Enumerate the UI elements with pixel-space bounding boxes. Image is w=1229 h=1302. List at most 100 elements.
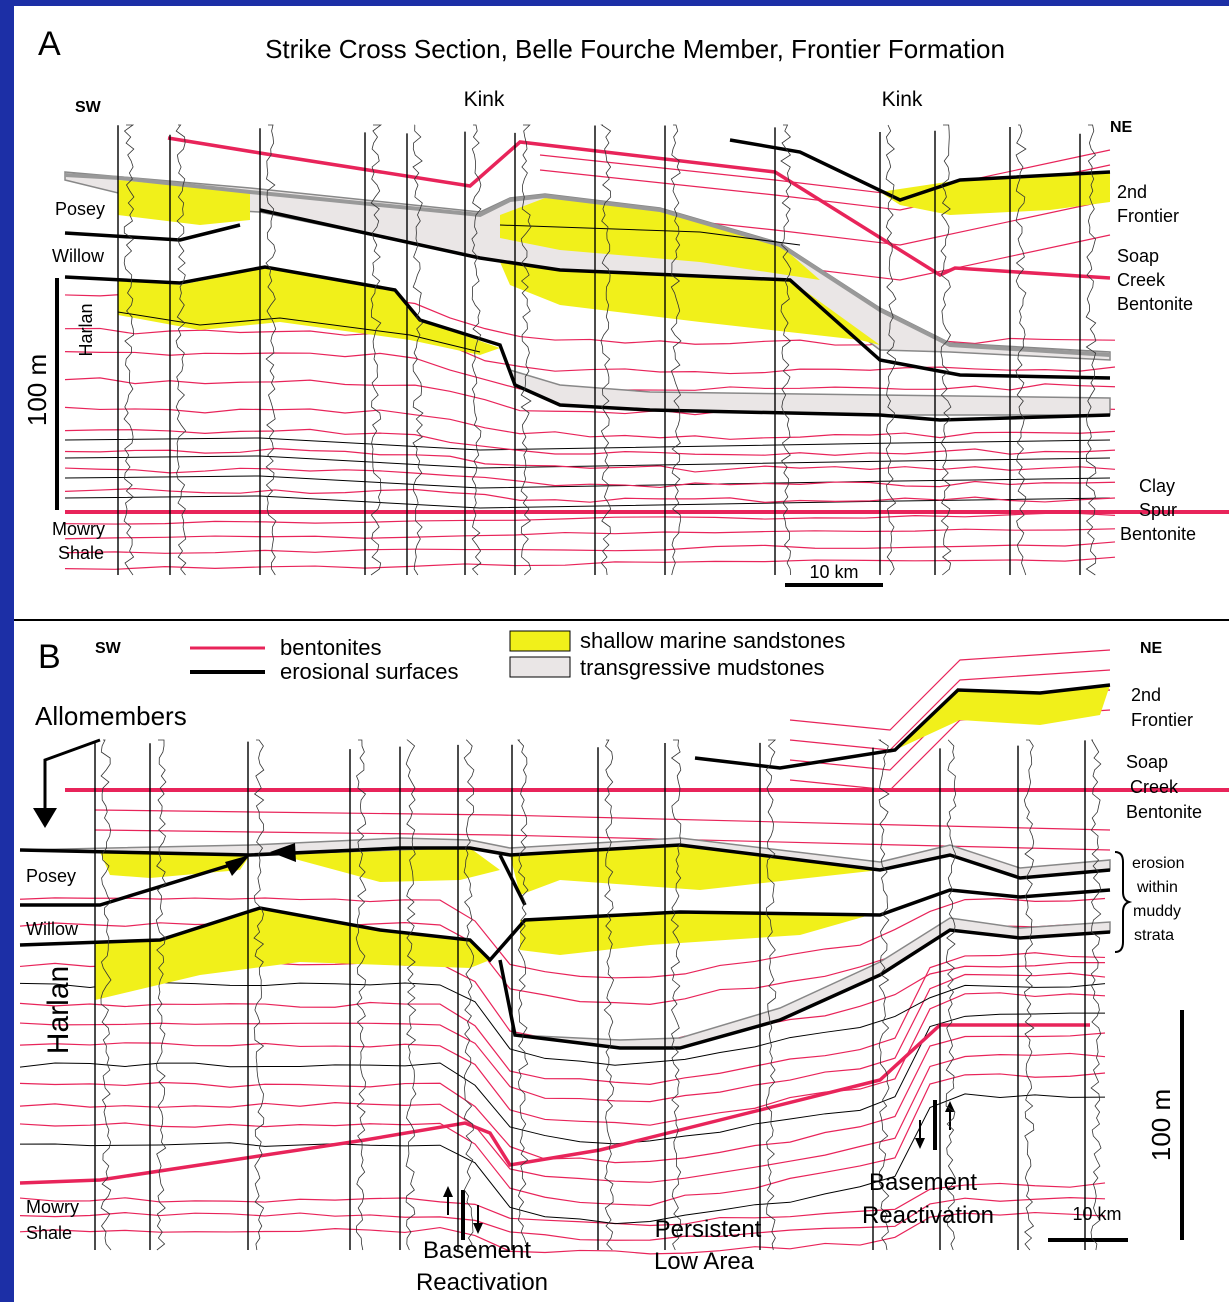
bentonite-thin bbox=[19, 1052, 1106, 1183]
panel-letter: A bbox=[38, 25, 61, 63]
sandstone bbox=[880, 172, 1110, 215]
surface bbox=[64, 475, 1111, 489]
well-log bbox=[603, 739, 615, 1251]
sandstone bbox=[280, 848, 500, 882]
unit-label: Posey bbox=[26, 866, 76, 886]
label-line: within bbox=[1136, 879, 1178, 896]
label-line: Reactivation bbox=[862, 1202, 994, 1229]
right-label: Soap Creek Bentonite bbox=[1126, 752, 1202, 822]
sandstone bbox=[118, 268, 500, 355]
label-line: Soap bbox=[1126, 752, 1168, 772]
arrow bbox=[43, 738, 101, 812]
legend-swatch bbox=[509, 656, 571, 678]
bentonite-thin bbox=[64, 541, 1116, 554]
well-log bbox=[175, 124, 187, 576]
gray-surface bbox=[64, 173, 1111, 357]
bentonite-thin bbox=[64, 487, 1116, 503]
well-log bbox=[100, 739, 112, 1251]
scale-label: 100 m bbox=[22, 354, 52, 426]
erosional-surface bbox=[19, 843, 1111, 880]
arrow-head bbox=[443, 1186, 453, 1197]
label-line: Shale bbox=[26, 1223, 72, 1243]
bentonite-thin bbox=[19, 1032, 1106, 1164]
erosional-surface bbox=[64, 223, 241, 242]
erosional-surface bbox=[19, 888, 1111, 963]
bentonite-thin bbox=[64, 556, 1116, 570]
bentonite-thin bbox=[19, 897, 1106, 979]
label-line: Frontier bbox=[1117, 206, 1179, 226]
surface bbox=[19, 1093, 1106, 1225]
sandstone bbox=[500, 198, 820, 280]
legend-label: transgressive mudstones bbox=[580, 655, 825, 680]
well-log bbox=[155, 739, 167, 1251]
label-line: Creek bbox=[1130, 777, 1179, 797]
arrow-head bbox=[270, 843, 296, 862]
annotation: Basement Reactivation bbox=[862, 1169, 994, 1229]
panel-letter: B bbox=[38, 638, 61, 676]
bentonite-thin bbox=[789, 669, 1111, 751]
surface bbox=[64, 455, 1111, 469]
well-log bbox=[520, 124, 532, 576]
bentonite-thin bbox=[19, 1196, 1106, 1241]
well-log bbox=[878, 739, 890, 1251]
surface bbox=[117, 311, 481, 353]
right-label: Clay Spur Bentonite bbox=[1120, 476, 1196, 544]
well-log bbox=[265, 124, 277, 576]
direction-label: SW bbox=[75, 99, 102, 116]
bentonite-thin bbox=[64, 447, 1116, 473]
arrow-head bbox=[945, 1101, 955, 1112]
arrow-head bbox=[473, 1223, 483, 1234]
bentonite-thin bbox=[19, 972, 1106, 1103]
sandstone bbox=[520, 912, 870, 955]
well-log bbox=[517, 739, 529, 1250]
annotation: Basement Reactivation bbox=[416, 1237, 548, 1296]
erosional-surface bbox=[259, 208, 1111, 380]
legend-label: bentonites bbox=[280, 635, 382, 660]
well-log bbox=[370, 124, 382, 576]
well-log bbox=[1023, 739, 1035, 1251]
label-line: 2nd bbox=[1131, 685, 1161, 705]
well-log bbox=[1015, 124, 1027, 576]
unit-label: Harlan bbox=[42, 966, 75, 1054]
unit-label: Posey bbox=[55, 199, 105, 219]
bentonite-thin bbox=[19, 1072, 1106, 1207]
label-line: 2nd bbox=[1117, 182, 1147, 202]
well-log bbox=[1090, 739, 1102, 1251]
label-line: Basement bbox=[869, 1169, 977, 1196]
label-line: Low Area bbox=[654, 1248, 755, 1275]
erosional-surface bbox=[694, 683, 1111, 770]
bentonite-thin bbox=[94, 809, 1111, 831]
label-line: erosion bbox=[1132, 855, 1184, 872]
label-line: Mowry bbox=[52, 519, 105, 539]
kink-label: Kink bbox=[464, 88, 505, 111]
well-log bbox=[412, 124, 424, 576]
annotation: erosion within muddy strata bbox=[1132, 855, 1184, 944]
bentonite-thin bbox=[19, 992, 1106, 1126]
unit-label: Mowry Shale bbox=[52, 519, 105, 563]
arrow-head bbox=[225, 855, 250, 876]
sandstone bbox=[118, 180, 250, 225]
label-line: Shale bbox=[58, 543, 104, 563]
surface bbox=[499, 224, 801, 246]
label-line: Frontier bbox=[1131, 710, 1193, 730]
brace bbox=[1114, 851, 1133, 953]
scale-label: 10 km bbox=[1072, 1204, 1121, 1224]
legend-label: erosional surfaces bbox=[280, 659, 459, 684]
right-label: 2nd Frontier bbox=[1131, 685, 1193, 730]
well-log bbox=[123, 124, 135, 576]
bentonite-thin bbox=[64, 528, 1116, 540]
bentonite-thick bbox=[167, 136, 1111, 280]
well-log bbox=[471, 124, 482, 576]
well-log bbox=[670, 739, 682, 1251]
unit-label: Willow bbox=[52, 246, 105, 266]
unit-label: Harlan bbox=[76, 303, 96, 356]
right-label: Soap Creek Bentonite bbox=[1117, 246, 1193, 314]
erosional-surface bbox=[64, 265, 1111, 422]
label-line: Persistent bbox=[655, 1216, 762, 1243]
annotation: Persistent Low Area bbox=[654, 1216, 762, 1275]
well-log bbox=[600, 124, 612, 576]
label-line: Soap bbox=[1117, 246, 1159, 266]
bentonite-thin bbox=[64, 428, 1116, 456]
unit-label: Mowry Shale bbox=[26, 1197, 79, 1243]
